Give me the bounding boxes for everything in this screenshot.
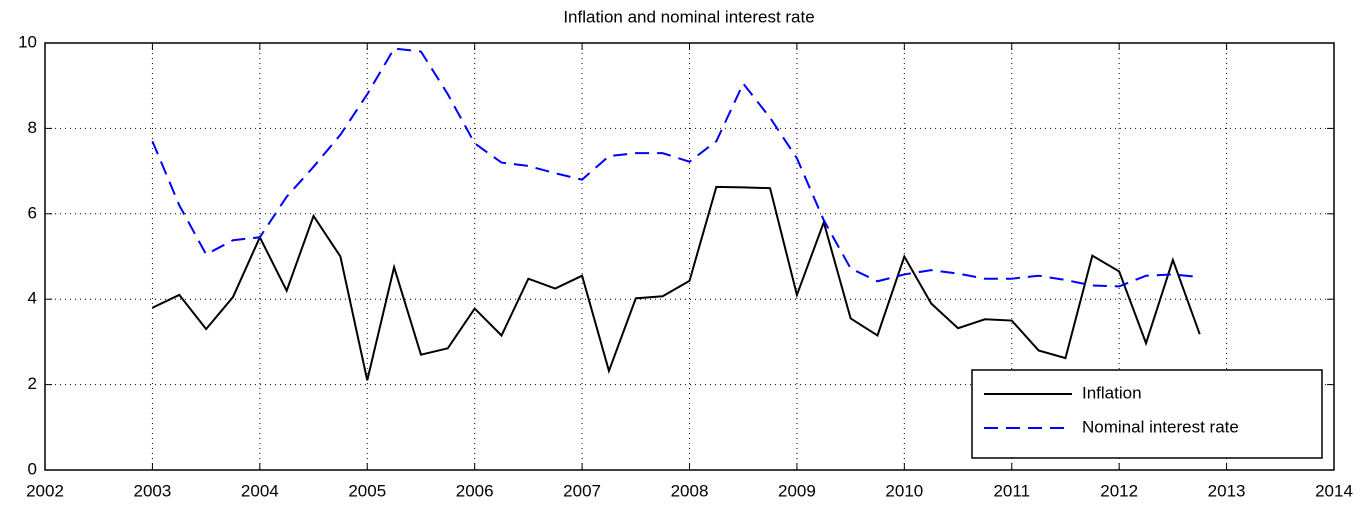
x-tick-label: 2003 xyxy=(134,481,172,500)
chart-title: Inflation and nominal interest rate xyxy=(563,7,814,26)
y-tick-label: 10 xyxy=(18,32,37,51)
x-tick-label: 2011 xyxy=(993,481,1030,500)
y-tick-label: 4 xyxy=(28,289,37,308)
line xyxy=(151,185,1201,381)
x-tick-label: 2006 xyxy=(456,481,494,500)
x-tick-label: 2013 xyxy=(1208,481,1246,500)
x-tick-label: 2008 xyxy=(671,481,709,500)
legend-label: Inflation xyxy=(1082,383,1142,402)
line xyxy=(151,47,1200,288)
x-tick-label: 2010 xyxy=(885,481,923,500)
x-tick-label: 2007 xyxy=(563,481,601,500)
x-tick-label: 2004 xyxy=(241,481,279,500)
plot-frame xyxy=(44,42,1335,471)
x-tick-label: 2009 xyxy=(778,481,816,500)
x-tick-label: 2002 xyxy=(26,481,64,500)
y-tick-label: 0 xyxy=(28,459,37,478)
legend-box xyxy=(971,369,1323,459)
x-tick-label: 2005 xyxy=(348,481,386,500)
x-tick-label: 2014 xyxy=(1315,481,1353,500)
y-tick-label: 8 xyxy=(28,118,37,137)
x-tick-label: 2012 xyxy=(1100,481,1138,500)
y-tick-label: 6 xyxy=(28,203,37,222)
y-tick-label: 2 xyxy=(28,374,37,393)
legend-label: Nominal interest rate xyxy=(1082,417,1239,436)
